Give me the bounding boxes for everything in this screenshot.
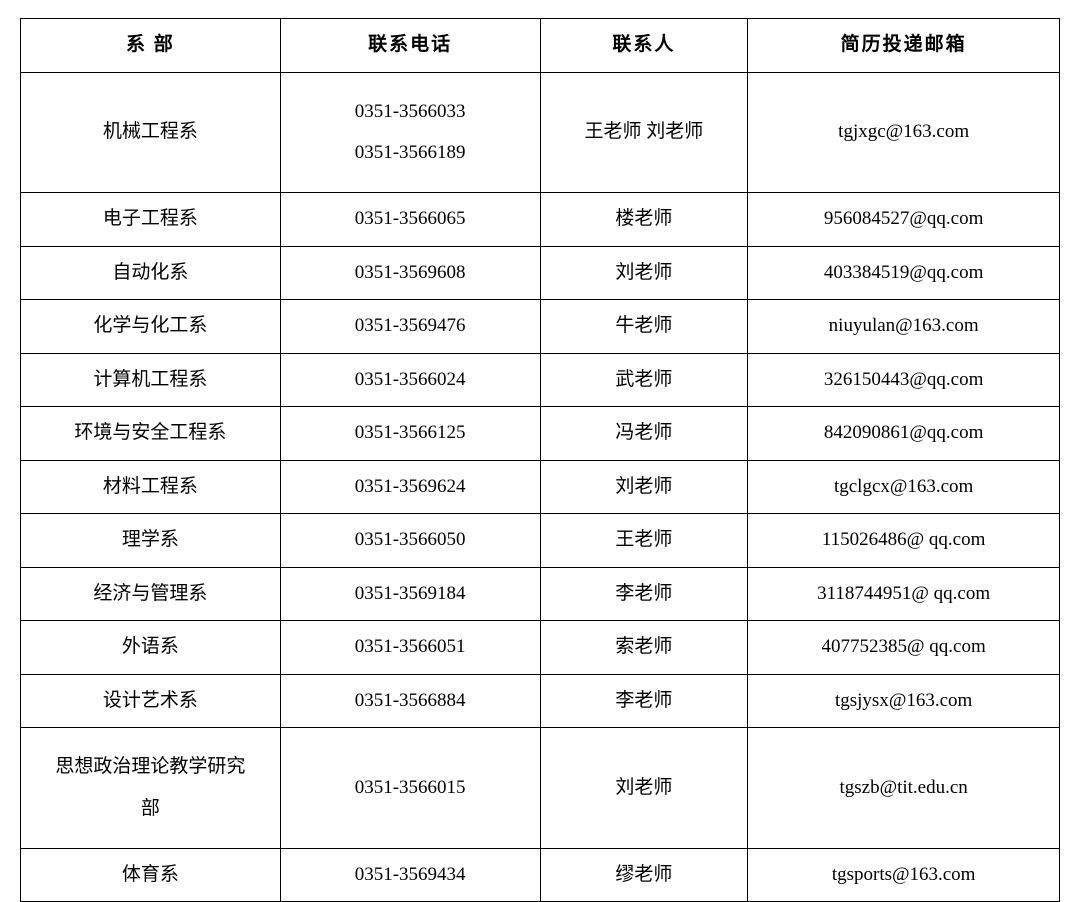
table-row: 体育系0351-3569434缪老师tgsports@163.com xyxy=(21,848,1060,902)
cell-department: 计算机工程系 xyxy=(21,353,281,407)
cell-email: 115026486@ qq.com xyxy=(748,514,1060,568)
cell-department: 设计艺术系 xyxy=(21,674,281,728)
header-phone: 联系电话 xyxy=(280,19,540,73)
cell-department: 环境与安全工程系 xyxy=(21,407,281,461)
cell-phone: 0351-3569434 xyxy=(280,848,540,902)
cell-contact: 牛老师 xyxy=(540,300,748,354)
cell-email: tgsports@163.com xyxy=(748,848,1060,902)
cell-contact: 缪老师 xyxy=(540,848,748,902)
cell-contact: 楼老师 xyxy=(540,193,748,247)
table-row: 自动化系0351-3569608刘老师403384519@qq.com xyxy=(21,246,1060,300)
cell-phone: 0351-35660330351-3566189 xyxy=(280,72,540,193)
cell-phone: 0351-3569184 xyxy=(280,567,540,621)
cell-phone: 0351-3566065 xyxy=(280,193,540,247)
cell-contact: 武老师 xyxy=(540,353,748,407)
table-row: 环境与安全工程系0351-3566125冯老师842090861@qq.com xyxy=(21,407,1060,461)
header-contact: 联系人 xyxy=(540,19,748,73)
cell-contact: 李老师 xyxy=(540,674,748,728)
cell-email: niuyulan@163.com xyxy=(748,300,1060,354)
cell-phone: 0351-3569476 xyxy=(280,300,540,354)
cell-department: 材料工程系 xyxy=(21,460,281,514)
table-row: 计算机工程系0351-3566024武老师326150443@qq.com xyxy=(21,353,1060,407)
cell-phone: 0351-3566051 xyxy=(280,621,540,675)
table-row: 外语系0351-3566051索老师407752385@ qq.com xyxy=(21,621,1060,675)
cell-contact: 刘老师 xyxy=(540,246,748,300)
cell-department: 外语系 xyxy=(21,621,281,675)
cell-contact: 王老师 xyxy=(540,514,748,568)
table-row: 化学与化工系0351-3569476牛老师niuyulan@163.com xyxy=(21,300,1060,354)
cell-contact: 索老师 xyxy=(540,621,748,675)
table-header-row: 系 部 联系电话 联系人 简历投递邮箱 xyxy=(21,19,1060,73)
cell-contact: 李老师 xyxy=(540,567,748,621)
cell-phone: 0351-3566125 xyxy=(280,407,540,461)
cell-contact: 王老师 刘老师 xyxy=(540,72,748,193)
cell-email: 326150443@qq.com xyxy=(748,353,1060,407)
table-row: 经济与管理系0351-3569184李老师3118744951@ qq.com xyxy=(21,567,1060,621)
contact-table: 系 部 联系电话 联系人 简历投递邮箱 机械工程系0351-3566033035… xyxy=(20,18,1060,902)
table-row: 材料工程系0351-3569624刘老师tgclgcx@163.com xyxy=(21,460,1060,514)
table-body: 机械工程系0351-35660330351-3566189王老师 刘老师tgjx… xyxy=(21,72,1060,902)
table-row: 理学系0351-3566050王老师115026486@ qq.com xyxy=(21,514,1060,568)
cell-phone: 0351-3569608 xyxy=(280,246,540,300)
cell-phone: 0351-3569624 xyxy=(280,460,540,514)
cell-department: 理学系 xyxy=(21,514,281,568)
cell-email: tgjxgc@163.com xyxy=(748,72,1060,193)
cell-email: 403384519@qq.com xyxy=(748,246,1060,300)
cell-phone: 0351-3566884 xyxy=(280,674,540,728)
table-row: 电子工程系0351-3566065楼老师956084527@qq.com xyxy=(21,193,1060,247)
table-row: 机械工程系0351-35660330351-3566189王老师 刘老师tgjx… xyxy=(21,72,1060,193)
cell-contact: 冯老师 xyxy=(540,407,748,461)
cell-department: 机械工程系 xyxy=(21,72,281,193)
cell-email: tgsjysx@163.com xyxy=(748,674,1060,728)
cell-phone: 0351-3566050 xyxy=(280,514,540,568)
cell-email: 956084527@qq.com xyxy=(748,193,1060,247)
cell-contact: 刘老师 xyxy=(540,460,748,514)
cell-department: 体育系 xyxy=(21,848,281,902)
cell-department: 自动化系 xyxy=(21,246,281,300)
cell-email: 842090861@qq.com xyxy=(748,407,1060,461)
table-row: 设计艺术系0351-3566884李老师tgsjysx@163.com xyxy=(21,674,1060,728)
cell-email: tgclgcx@163.com xyxy=(748,460,1060,514)
cell-department: 电子工程系 xyxy=(21,193,281,247)
cell-email: 407752385@ qq.com xyxy=(748,621,1060,675)
cell-email: 3118744951@ qq.com xyxy=(748,567,1060,621)
cell-department: 化学与化工系 xyxy=(21,300,281,354)
cell-department: 经济与管理系 xyxy=(21,567,281,621)
header-department: 系 部 xyxy=(21,19,281,73)
header-email: 简历投递邮箱 xyxy=(748,19,1060,73)
cell-phone: 0351-3566024 xyxy=(280,353,540,407)
